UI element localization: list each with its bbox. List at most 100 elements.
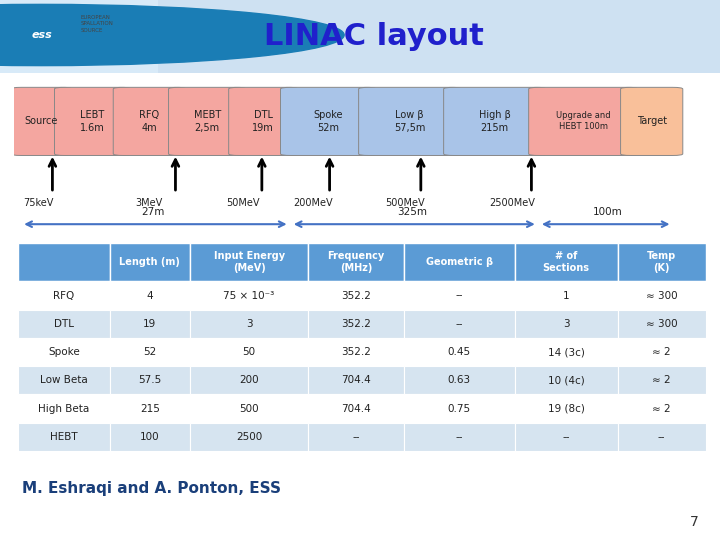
Bar [618,338,706,366]
FancyBboxPatch shape [621,87,683,156]
Text: 500MeV: 500MeV [385,199,425,208]
Text: 100: 100 [140,432,160,442]
Bar [404,366,515,394]
Bar [190,310,308,338]
Bar [618,394,706,423]
Text: 50: 50 [243,347,256,357]
Text: --: -- [562,432,570,442]
Bar [515,423,618,451]
Bar [190,243,308,281]
Bar [515,281,618,310]
Text: --: -- [456,432,463,442]
Text: LEBT
1.6m: LEBT 1.6m [80,110,105,133]
Bar [515,366,618,394]
Text: DTL: DTL [54,319,74,329]
Circle shape [0,4,344,65]
Bar [109,281,190,310]
Bar [515,394,618,423]
Bar [109,423,190,451]
Bar [158,0,720,73]
Text: HEBT: HEBT [50,432,78,442]
Bar [404,394,515,423]
Text: 14 (3c): 14 (3c) [548,347,585,357]
Text: ≈ 2: ≈ 2 [652,403,671,414]
Bar [190,366,308,394]
Bar [618,423,706,451]
Bar [109,338,190,366]
Text: 352.2: 352.2 [341,319,371,329]
Text: 325m: 325m [397,207,427,218]
Bar [18,423,109,451]
FancyBboxPatch shape [528,87,638,156]
Bar [308,338,404,366]
Text: 50MeV: 50MeV [226,199,259,208]
Bar [308,281,404,310]
Text: 52: 52 [143,347,156,357]
Bar [18,243,109,281]
Text: 3: 3 [563,319,570,329]
Bar [404,310,515,338]
Text: LINAC layout: LINAC layout [264,22,485,51]
Bar [308,310,404,338]
Text: RFQ: RFQ [53,291,74,301]
Text: --: -- [456,291,463,301]
Text: ≈ 300: ≈ 300 [646,291,678,301]
FancyBboxPatch shape [444,87,546,156]
Text: 352.2: 352.2 [341,291,371,301]
Text: 3MeV: 3MeV [135,199,163,208]
Text: ess: ess [32,30,52,40]
Text: 704.4: 704.4 [341,403,371,414]
Bar [308,243,404,281]
Text: Low β
57,5m: Low β 57,5m [394,110,426,133]
FancyBboxPatch shape [168,87,246,156]
Text: Geometric β: Geometric β [426,257,492,267]
Bar [515,310,618,338]
Text: 75keV: 75keV [24,199,54,208]
Bar [18,310,109,338]
Bar [190,423,308,451]
Bar [404,338,515,366]
Text: Source: Source [24,117,58,126]
Text: Spoke: Spoke [48,347,80,357]
Text: 704.4: 704.4 [341,375,371,386]
Text: EUROPEAN
SPALLATION
SOURCE: EUROPEAN SPALLATION SOURCE [81,15,114,33]
FancyBboxPatch shape [229,87,298,156]
Text: 1: 1 [563,291,570,301]
Text: 2500: 2500 [236,432,262,442]
Bar [618,310,706,338]
Bar [404,281,515,310]
FancyBboxPatch shape [11,87,72,156]
Bar [515,243,618,281]
Bar [618,243,706,281]
Text: ≈ 2: ≈ 2 [652,375,671,386]
Text: # of
Sections: # of Sections [543,251,590,273]
Bar [109,366,190,394]
Bar [404,243,515,281]
Bar [618,366,706,394]
Text: 0.63: 0.63 [448,375,471,386]
Text: ≈ 300: ≈ 300 [646,319,678,329]
Text: 19 (8c): 19 (8c) [548,403,585,414]
Text: High Beta: High Beta [38,403,89,414]
Text: 0.45: 0.45 [448,347,471,357]
Text: --: -- [658,432,665,442]
Text: 352.2: 352.2 [341,347,371,357]
Text: Upgrade and
HEBT 100m: Upgrade and HEBT 100m [556,111,611,131]
Bar [18,338,109,366]
Bar [109,243,190,281]
Text: Low Beta: Low Beta [40,375,88,386]
Text: RFQ
4m: RFQ 4m [140,110,160,133]
Text: ≈ 2: ≈ 2 [652,347,671,357]
Bar [109,394,190,423]
Text: 19: 19 [143,319,156,329]
Bar [308,366,404,394]
Text: 10 (4c): 10 (4c) [548,375,585,386]
Bar [404,423,515,451]
FancyBboxPatch shape [113,87,186,156]
Bar [18,394,109,423]
Text: Spoke
52m: Spoke 52m [313,110,343,133]
Bar [190,281,308,310]
Text: 4: 4 [146,291,153,301]
FancyBboxPatch shape [55,87,130,156]
Text: Temp
(K): Temp (K) [647,251,676,273]
